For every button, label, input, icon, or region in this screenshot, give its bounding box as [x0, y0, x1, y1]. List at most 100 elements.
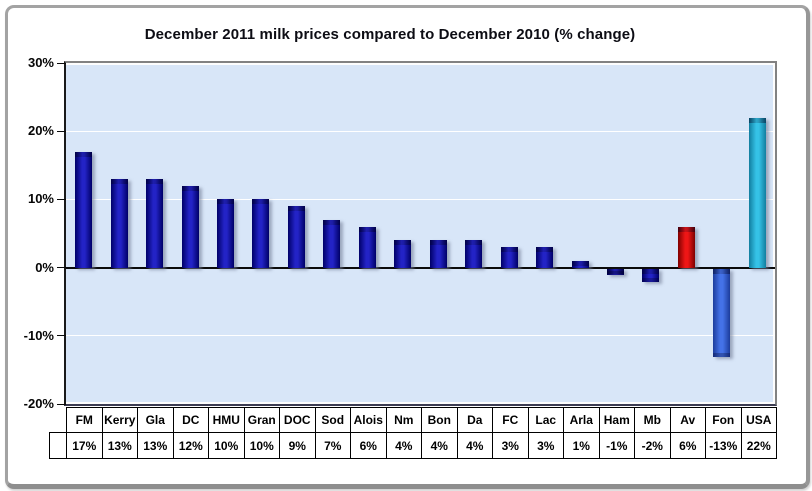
y-axis-label: 30%	[27, 55, 54, 70]
value-cell-Lac: 3%	[527, 433, 564, 458]
bar-top-cap	[146, 178, 164, 184]
value-cell-DOC: 9%	[279, 433, 315, 458]
bar-Mb	[642, 268, 660, 283]
bar-top-cap	[181, 185, 199, 191]
bar-top-cap	[358, 226, 376, 232]
bar-Ham	[606, 268, 624, 276]
bar-Da	[465, 240, 483, 268]
bar-bottom-cap	[642, 278, 660, 283]
value-cell-Ham: -1%	[598, 433, 635, 458]
category-cell-FC: FC	[492, 408, 528, 432]
bar-top-cap	[323, 219, 341, 225]
category-header-row: FM Kerry Gla DC HMU Gran DOC Sod Alois Nm Bon Da FC L…	[66, 407, 777, 433]
y-axis-label: -20%	[23, 396, 54, 411]
y-axis-label: 10%	[27, 191, 54, 207]
y-axis-tick	[57, 198, 66, 200]
bar-Av	[677, 226, 695, 268]
value-cell-FM: 17%	[66, 433, 102, 458]
category-cell-FM: FM	[75, 413, 93, 427]
category-cell-Gla: Gla	[137, 408, 173, 432]
category-cell-Av: Av	[669, 408, 706, 432]
value-cell-Gran: 10%	[243, 433, 280, 458]
gridline	[66, 130, 775, 132]
bar-top-cap	[252, 199, 270, 205]
y-axis-tick	[57, 62, 66, 64]
bar-top-cap	[571, 260, 589, 266]
y-axis-label: -10%	[23, 327, 54, 343]
value-cell-Kerry: 13%	[101, 433, 138, 458]
category-cell-Kerry: Kerry	[101, 408, 138, 432]
category-cell-Sod: Sod	[314, 408, 351, 432]
value-cell-Alois: 6%	[350, 433, 386, 458]
bar-Arla	[571, 260, 589, 268]
y-axis-label: 20%	[27, 123, 54, 139]
bar-top-cap	[75, 151, 93, 157]
value-cell-Nm: 4%	[385, 433, 422, 458]
y-axis-tick	[57, 403, 66, 405]
zero-line	[66, 266, 775, 269]
category-cell-Fon: Fon	[705, 408, 741, 432]
value-cell-DC: 12%	[172, 433, 209, 458]
bar-HMU	[217, 199, 235, 268]
value-cell-Bon: 4%	[421, 433, 457, 458]
category-cell-Ham: Ham	[598, 408, 635, 432]
category-cell-Bon: Bon	[421, 408, 457, 432]
bar-top-cap	[642, 268, 660, 274]
category-cell-Arla: Arla	[563, 408, 599, 432]
value-cell-Av: 6%	[669, 433, 706, 458]
value-cell-Sod: 7%	[314, 433, 351, 458]
value-cell-Fon: -13%	[705, 433, 741, 458]
bar-FM	[75, 151, 93, 268]
y-axis-tick	[57, 130, 66, 132]
bar-top-cap	[536, 247, 554, 253]
category-cell-HMU: HMU	[208, 408, 244, 432]
bar-USA	[748, 117, 766, 268]
bar-Bon	[429, 240, 447, 268]
gridline	[66, 198, 775, 200]
bar-top-cap	[429, 240, 447, 246]
value-cell-HMU: 10%	[208, 433, 244, 458]
bar-top-cap	[748, 117, 766, 123]
bar-Kerry	[110, 178, 128, 268]
value-cell-USA: 22%	[740, 433, 777, 458]
data-table-value-row: 17% 13% 13% 12% 10% 10% 9% 7% 6% 4% 4% 4% 3% 3% 1% -1% -…	[49, 432, 777, 459]
value-cell-Da: 4%	[456, 433, 493, 458]
y-axis-tick	[57, 267, 66, 269]
bar-top-cap	[217, 199, 235, 205]
bar-top-cap	[287, 206, 305, 212]
category-cell-Nm: Nm	[385, 408, 422, 432]
category-cell-USA: USA	[740, 408, 777, 432]
value-cell-Gla: 13%	[137, 433, 173, 458]
bar-DC	[181, 185, 199, 268]
bar-FC	[500, 247, 518, 268]
category-cell-DC: DC	[172, 408, 209, 432]
bar-top-cap	[465, 240, 483, 246]
y-axis-tick	[57, 335, 66, 337]
bar-Gran	[252, 199, 270, 268]
bar-Lac	[536, 247, 554, 268]
category-cell-Mb: Mb	[634, 408, 670, 432]
bar-bottom-cap	[606, 271, 624, 276]
bar-top-cap	[394, 240, 412, 246]
legend-key-cell	[50, 433, 66, 458]
bar-top-cap	[677, 226, 695, 232]
bar-bottom-cap	[713, 353, 731, 358]
bar-DOC	[287, 206, 305, 268]
y-axis-label: 0%	[35, 259, 54, 275]
chart-title: December 2011 milk prices compared to De…	[144, 26, 636, 43]
bar-Nm	[394, 240, 412, 268]
category-cell-Gran: Gran	[243, 408, 280, 432]
category-cell-Alois: Alois	[350, 408, 386, 432]
bar-Gla	[146, 178, 164, 268]
bar-top-cap	[713, 268, 731, 274]
bar-top-cap	[500, 247, 518, 253]
gridline	[66, 335, 775, 337]
category-cell-Da: Da	[456, 408, 493, 432]
category-cell-DOC: DOC	[279, 408, 315, 432]
value-cell-FC: 3%	[492, 433, 528, 458]
category-cell-Lac: Lac	[527, 408, 564, 432]
bar-Alois	[358, 226, 376, 268]
bar-Fon	[713, 268, 731, 358]
plot-area	[64, 61, 777, 406]
